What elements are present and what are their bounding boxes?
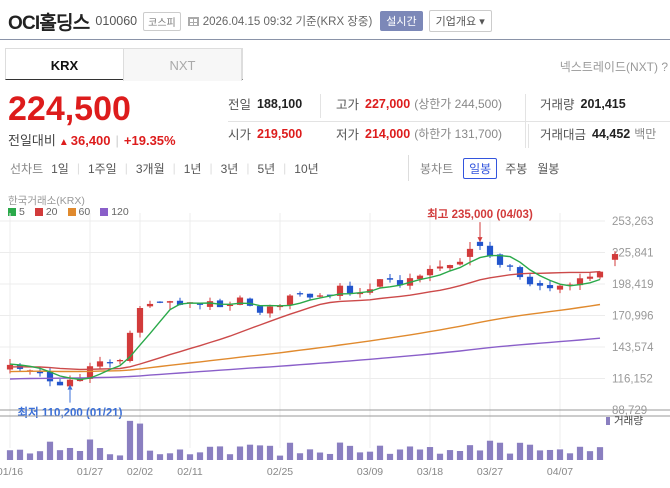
svg-text:02/11: 02/11: [177, 466, 203, 478]
svg-text:198,419: 198,419: [612, 279, 654, 291]
svg-text:01/16: 01/16: [0, 466, 23, 478]
svg-text:거래량: 거래량: [614, 415, 643, 427]
svg-text:01/27: 01/27: [77, 466, 103, 478]
svg-text:03/09: 03/09: [357, 466, 383, 478]
svg-text:143,574: 143,574: [612, 342, 654, 354]
svg-text:170,996: 170,996: [612, 311, 654, 323]
svg-text:02/25: 02/25: [267, 466, 293, 478]
svg-text:최저 110,200 (01/21): 최저 110,200 (01/21): [18, 406, 123, 420]
svg-text:최고 235,000 (04/03): 최고 235,000 (04/03): [427, 207, 533, 221]
svg-text:03/18: 03/18: [417, 466, 443, 478]
svg-text:253,263: 253,263: [612, 216, 654, 228]
svg-text:225,841: 225,841: [612, 247, 654, 259]
svg-text:02/02: 02/02: [127, 466, 153, 478]
svg-text:116,152: 116,152: [612, 373, 653, 385]
svg-text:04/07: 04/07: [547, 466, 573, 478]
svg-text:03/27: 03/27: [477, 466, 503, 478]
